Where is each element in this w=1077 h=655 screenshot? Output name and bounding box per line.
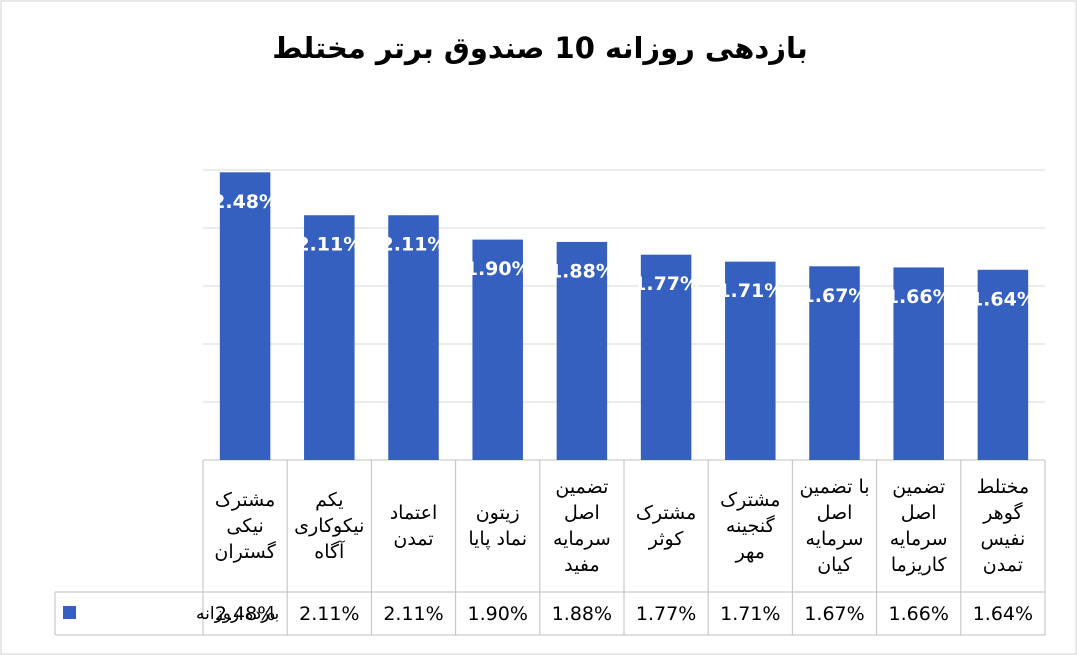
table-value: 1.67%: [804, 603, 864, 625]
category-label: مشترک کوثر: [635, 502, 697, 550]
category-label: اعتماد تمدن: [389, 502, 438, 550]
table-value: 1.66%: [889, 603, 949, 625]
table-value: 1.90%: [468, 603, 528, 625]
category-label: مشترک نیکی گستران: [214, 489, 276, 563]
data-label: 1.88%: [549, 260, 615, 282]
table-value: 2.11%: [383, 603, 443, 625]
table-value: 1.71%: [720, 603, 780, 625]
data-label: 1.71%: [717, 280, 783, 302]
table-value: 1.77%: [636, 603, 696, 625]
category-label: تضمین اصل سرمایه مفید: [552, 476, 611, 576]
data-label: 2.11%: [381, 234, 447, 256]
category-label: یکم نیکوکاری آگاه: [294, 489, 365, 563]
category-label: مشترک گنجینه مهر: [720, 489, 781, 563]
category-label: مختلط گوهر نفیس تمدن: [976, 476, 1030, 576]
data-label: 2.11%: [296, 234, 362, 256]
bar: [809, 266, 860, 460]
data-label: 1.64%: [970, 288, 1036, 310]
bar: [304, 215, 355, 460]
bar: [472, 239, 523, 460]
data-label: 2.48%: [212, 191, 278, 213]
bar: [640, 254, 692, 460]
bar: [219, 172, 271, 460]
table-value: 2.11%: [299, 603, 359, 625]
bar: [893, 267, 944, 460]
data-label: 1.67%: [802, 285, 868, 307]
table-value: 1.64%: [973, 603, 1033, 625]
bar: [556, 241, 608, 460]
bar: [977, 269, 1029, 460]
data-label: 1.77%: [633, 273, 699, 295]
data-label: 1.66%: [886, 286, 952, 308]
category-label: با تضمین اصل سرمایه کیان: [799, 476, 870, 576]
bar: [725, 261, 776, 460]
data-label: 1.90%: [465, 258, 531, 280]
bar: [388, 215, 439, 460]
table-value: 1.88%: [552, 603, 612, 625]
chart-title: بازدهی روزانه 10 صندوق برتر مختلط: [272, 31, 807, 65]
legend-label: بازده روزانه: [196, 604, 279, 624]
legend-key: [63, 606, 76, 619]
category-label: زیتون نماد پایا: [468, 502, 528, 550]
table-value: 2.48%: [215, 603, 275, 625]
category-label: تضمین اصل سرمایه کاریزما: [889, 476, 948, 576]
